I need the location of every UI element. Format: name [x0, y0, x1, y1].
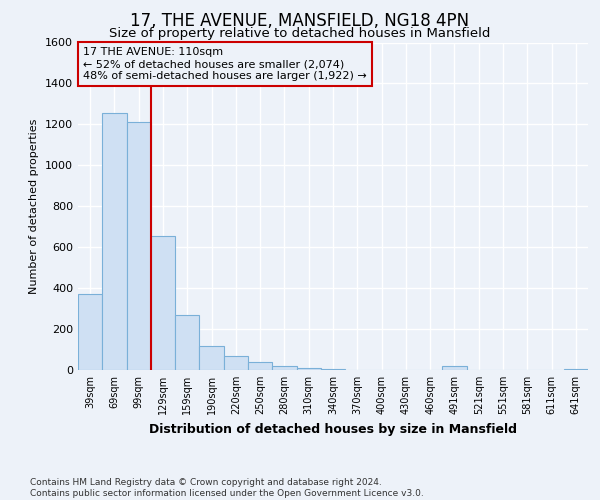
Text: Contains HM Land Registry data © Crown copyright and database right 2024.
Contai: Contains HM Land Registry data © Crown c…	[30, 478, 424, 498]
Bar	[296, 368, 321, 370]
Bar	[248, 362, 272, 370]
Bar	[442, 366, 467, 370]
Bar	[321, 369, 345, 370]
Text: 17 THE AVENUE: 110sqm
← 52% of detached houses are smaller (2,074)
48% of semi-d: 17 THE AVENUE: 110sqm ← 52% of detached …	[83, 48, 367, 80]
Bar	[224, 356, 248, 370]
Bar	[175, 314, 199, 370]
Bar	[151, 236, 175, 370]
Bar	[127, 122, 151, 370]
Bar	[102, 113, 127, 370]
Y-axis label: Number of detached properties: Number of detached properties	[29, 118, 40, 294]
Bar	[78, 294, 102, 370]
Bar	[199, 346, 224, 370]
Bar	[272, 366, 296, 370]
Text: 17, THE AVENUE, MANSFIELD, NG18 4PN: 17, THE AVENUE, MANSFIELD, NG18 4PN	[130, 12, 470, 30]
X-axis label: Distribution of detached houses by size in Mansfield: Distribution of detached houses by size …	[149, 422, 517, 436]
Text: Size of property relative to detached houses in Mansfield: Size of property relative to detached ho…	[109, 28, 491, 40]
